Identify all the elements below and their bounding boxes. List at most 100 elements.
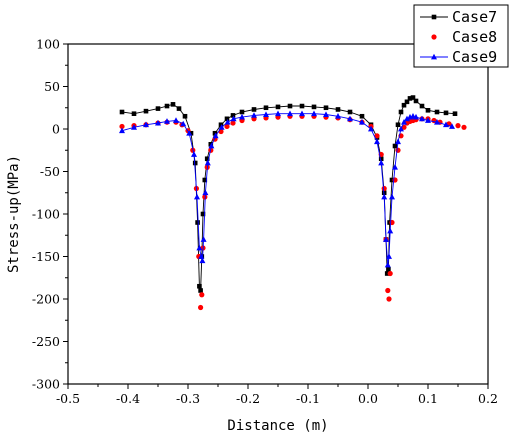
data-point-case8 [199, 292, 205, 298]
data-point-case9 [180, 120, 187, 127]
data-point-case9 [218, 124, 225, 130]
data-point-case9 [251, 112, 257, 118]
data-point-case7 [384, 271, 390, 276]
data-point-case9 [335, 113, 341, 119]
data-point-case7 [347, 109, 353, 115]
data-point-case9 [311, 110, 317, 117]
y-tick-label: -250 [32, 334, 60, 349]
legend: Case7 Case8 Case9 [413, 4, 509, 68]
data-point-case7 [407, 96, 413, 101]
y-tick-label: -200 [32, 292, 60, 307]
data-point-case9 [164, 118, 170, 124]
data-point-case8 [230, 120, 236, 126]
data-point-case9 [383, 236, 389, 242]
data-point-case7 [395, 122, 401, 128]
data-point-case9 [378, 159, 385, 166]
data-point-case7 [192, 160, 198, 166]
x-tick-label: 0.1 [418, 391, 438, 406]
y-tick-label: 0 [52, 122, 60, 137]
data-point-case9 [143, 121, 149, 128]
data-point-case9 [413, 113, 419, 120]
data-point-case9 [299, 110, 305, 117]
x-axis: -0.5 -0.4 -0.3 -0.2 -0.1 0.0 0.1 0.2 [56, 384, 498, 406]
data-point-case8 [387, 270, 393, 277]
data-point-case7 [392, 143, 398, 149]
data-point-case9 [212, 132, 219, 139]
data-point-case7 [452, 111, 458, 116]
data-point-case7 [239, 109, 245, 115]
legend-item-case9: Case9 [420, 48, 497, 66]
y-tick-label: 50 [44, 79, 60, 94]
data-point-case9 [359, 119, 365, 125]
data-point-case7 [212, 130, 218, 136]
data-point-case7 [434, 109, 440, 115]
data-point-case9 [389, 193, 395, 200]
data-point-case8 [385, 287, 391, 294]
data-point-case8 [218, 128, 224, 135]
data-point-case7 [404, 99, 410, 105]
data-point-case9 [347, 115, 353, 122]
legend-marker-case9 [431, 53, 437, 60]
data-point-case9 [323, 111, 329, 117]
data-point-case8 [381, 185, 387, 192]
data-point-case8 [374, 133, 380, 139]
legend-label-case7: Case7 [452, 8, 497, 26]
data-point-case9 [199, 257, 206, 264]
data-point-case7 [311, 104, 317, 110]
data-point-case9 [368, 125, 374, 132]
data-point-case9 [119, 127, 125, 134]
data-point-case7 [143, 108, 149, 114]
y-tick-label: -100 [32, 207, 60, 222]
data-point-case7 [202, 177, 208, 183]
data-point-case9 [224, 119, 231, 125]
data-point-case9 [239, 113, 245, 120]
data-point-case7 [398, 109, 404, 115]
plot-frame [67, 43, 489, 385]
data-point-case7 [164, 103, 170, 109]
data-point-case9 [131, 124, 137, 130]
data-point-case9 [173, 117, 179, 123]
x-tick-label: -0.5 [56, 391, 80, 406]
data-point-case8 [461, 124, 467, 130]
data-point-case9 [419, 115, 425, 122]
data-point-case7 [119, 109, 125, 115]
data-point-case7 [197, 283, 202, 289]
data-point-case7 [389, 177, 395, 183]
data-point-case9 [381, 193, 388, 200]
data-point-case9 [425, 117, 431, 123]
data-point-case7 [419, 103, 425, 109]
series-layer [119, 95, 467, 311]
data-point-case7 [413, 98, 419, 104]
data-point-case7 [263, 105, 269, 111]
data-point-case7 [176, 106, 182, 111]
data-point-case8 [198, 304, 204, 311]
x-tick-label: 0.2 [478, 391, 498, 406]
data-point-case9 [443, 121, 449, 128]
x-tick-label: -0.3 [176, 391, 200, 406]
data-point-case7 [386, 266, 391, 272]
data-point-case7 [299, 103, 305, 109]
data-point-case7 [287, 103, 293, 109]
data-point-case7 [335, 107, 341, 112]
data-point-case9 [398, 125, 404, 132]
x-tick-label: -0.2 [236, 391, 260, 406]
y-axis: 100 50 0 -50 -100 -150 -200 -250 -300 [32, 37, 68, 392]
legend-item-case8: Case8 [431, 28, 497, 46]
data-point-case9 [449, 123, 455, 129]
data-point-case9 [275, 110, 281, 117]
data-point-case9 [392, 164, 398, 170]
y-tick-label: -300 [32, 377, 60, 392]
data-point-case7 [218, 122, 224, 128]
legend-marker-case8 [431, 34, 437, 40]
data-point-case7 [323, 105, 329, 111]
data-point-case9 [287, 110, 293, 117]
data-point-case9 [374, 138, 380, 145]
data-point-case8 [119, 123, 125, 130]
data-point-case9 [198, 253, 205, 259]
data-point-case8 [395, 147, 401, 153]
series-case9 [119, 110, 455, 268]
legend-label-case8: Case8 [452, 28, 497, 46]
data-point-case7 [230, 113, 236, 118]
data-point-case8 [455, 123, 461, 129]
